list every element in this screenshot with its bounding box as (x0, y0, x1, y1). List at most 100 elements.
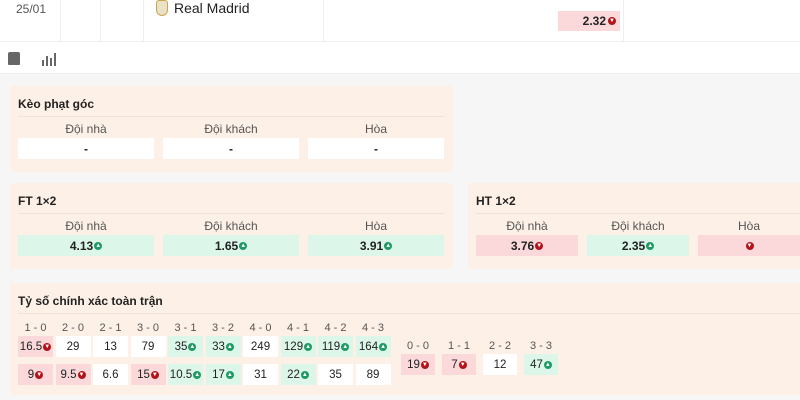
ht-1x2-panel: HT 1×2 Đội nhà 3.76 ▼ Đội khách 2.35 ▲ Hòa ▼ (468, 183, 800, 269)
odd-cell[interactable]: 33 ▲ (205, 336, 241, 357)
column-label: Đội khách (204, 122, 258, 136)
arrow-down-icon: ▼ (77, 370, 86, 379)
panel-title: HT 1×2 (476, 191, 800, 214)
odd-value: 89 (366, 368, 380, 381)
odd-cell[interactable]: 129 ▲ (280, 336, 316, 357)
divider (623, 0, 624, 42)
odd-value: 249 (250, 340, 271, 353)
arrow-up-icon: ▲ (225, 342, 234, 351)
score-label: 2 - 2 (488, 340, 511, 352)
odd-cell[interactable]: 9.5 ▼ (55, 364, 91, 385)
odd-value: 35 (329, 368, 342, 381)
odd-cell[interactable]: 1.65 ▲ (163, 235, 299, 256)
panel-title: FT 1×2 (18, 191, 445, 214)
score-column: 2 - 1 13 6.6 (93, 320, 128, 392)
odd-cell[interactable]: 89 (355, 364, 391, 385)
arrow-down-icon: ▼ (150, 370, 159, 379)
odd-cell[interactable]: 119 ▲ (318, 336, 353, 357)
score-label: 1 - 0 (24, 322, 47, 334)
arrow-down-icon: ▼ (458, 360, 467, 369)
odd-cell[interactable]: 22 ▲ (280, 364, 316, 385)
column-label: Hòa (737, 219, 760, 233)
arrow-up-icon: ▲ (193, 370, 202, 379)
arrow-up-icon: ▲ (94, 241, 103, 250)
odd-value: 3.91 (359, 238, 384, 253)
odd-cell[interactable]: 4.13 ▲ (18, 235, 154, 256)
odd-value: - (374, 141, 378, 156)
odd-cell[interactable]: 3.91 ▲ (308, 235, 444, 256)
odd-cell[interactable]: 35 ▲ (168, 336, 203, 357)
odd-cell[interactable]: 9 ▼ (18, 364, 53, 385)
arrow-up-icon: ▲ (646, 241, 655, 250)
odd-value: 16.5 (19, 340, 43, 353)
odds-column: Đội khách - (163, 120, 299, 159)
odd-cell[interactable]: 35 (318, 364, 353, 385)
odd-cell[interactable]: 2.32 ▼ (558, 11, 620, 31)
odd-value: 79 (141, 340, 155, 353)
odds-column: Hòa ▼ (698, 217, 800, 256)
away-team: Real Madrid (156, 0, 249, 16)
arrow-up-icon: ▲ (379, 342, 388, 351)
odd-cell[interactable]: 6.6 (93, 364, 128, 385)
odds-column: Đội nhà - (18, 120, 154, 159)
odd-cell[interactable]: 47 ▲ (524, 354, 558, 375)
odd-cell[interactable]: 2.35 ▲ (587, 235, 689, 256)
odd-cell[interactable]: 79 (130, 336, 166, 357)
odd-value: 129 (283, 340, 304, 353)
odd-cell[interactable]: 3.76 ▼ (476, 235, 578, 256)
odd-value: 119 (321, 340, 341, 353)
odd-cell[interactable]: 7 ▼ (442, 354, 476, 375)
score-column: 4 - 1 129 ▲ 22 ▲ (280, 320, 316, 392)
odd-value: 3.76 (510, 238, 535, 253)
match-row[interactable]: 25/01 Real Madrid 2.32 ▼ (0, 0, 800, 42)
odd-cell[interactable]: 13 (93, 336, 128, 357)
odd-value: 2.35 (621, 238, 646, 253)
score-label: 3 - 2 (211, 322, 234, 334)
odd-cell[interactable]: - (308, 138, 444, 159)
odd-cell[interactable]: 15 ▼ (130, 364, 166, 385)
odd-cell[interactable]: 164 ▲ (355, 336, 391, 357)
odd-cell[interactable]: 19 ▼ (401, 354, 435, 375)
odd-value: 9 (27, 368, 35, 381)
arrow-down-icon: ▼ (35, 370, 44, 379)
odd-cell[interactable]: 16.5 ▼ (18, 336, 53, 357)
odd-value: 7 (451, 358, 458, 371)
odd-value: 47 (530, 358, 543, 371)
score-column: 4 - 2 119 ▲ 35 (318, 320, 353, 392)
odd-cell[interactable]: 12 (483, 354, 517, 375)
corner-odds-panel: Kèo phạt góc Đội nhà - Đội khách - Hòa - (10, 86, 453, 172)
odd-value: 17 (212, 368, 225, 381)
odd-cell[interactable]: ▼ (698, 235, 800, 256)
shirt-icon[interactable] (8, 52, 20, 65)
arrow-up-icon: ▲ (225, 370, 234, 379)
odd-cell[interactable]: 17 ▲ (205, 364, 241, 385)
odd-value: 1.65 (214, 238, 239, 253)
stats-icon[interactable] (42, 52, 58, 66)
score-label: 3 - 1 (174, 322, 197, 334)
odds-column: Đội nhà 4.13 ▲ (18, 217, 154, 256)
arrow-up-icon: ▲ (304, 342, 313, 351)
score-column: 4 - 3 164 ▲ 89 (355, 320, 391, 392)
odd-cell[interactable]: 31 (243, 364, 278, 385)
score-label: 1 - 1 (447, 340, 470, 352)
score-column: 2 - 0 29 9.5 ▼ (55, 320, 91, 392)
draw-score-column: 2 - 2 12 (483, 320, 517, 392)
odd-cell[interactable]: 249 (243, 336, 278, 357)
odd-cell[interactable]: - (163, 138, 299, 159)
score-label: 2 - 0 (61, 322, 84, 334)
divider (60, 0, 61, 42)
ft-1x2-panel: FT 1×2 Đội nhà 4.13 ▲ Đội khách 1.65 ▲ Hòa 3.91 ▲ (10, 183, 453, 269)
odd-cell[interactable]: - (18, 138, 154, 159)
odd-cell[interactable]: 10.5 ▲ (168, 364, 203, 385)
draw-score-column: 3 - 3 47 ▲ (524, 320, 558, 392)
odd-value: 22 (287, 368, 300, 381)
arrow-down-icon: ▼ (420, 360, 429, 369)
arrow-up-icon: ▲ (239, 241, 248, 250)
panel-title: Kèo phạt góc (18, 94, 445, 117)
odd-cell[interactable]: 29 (55, 336, 91, 357)
odds-column: Hòa 3.91 ▲ (308, 217, 444, 256)
score-column: 3 - 0 79 15 ▼ (130, 320, 166, 392)
odd-value: 19 (407, 358, 420, 371)
divider (143, 0, 144, 42)
arrow-down-icon: ▼ (535, 241, 544, 250)
